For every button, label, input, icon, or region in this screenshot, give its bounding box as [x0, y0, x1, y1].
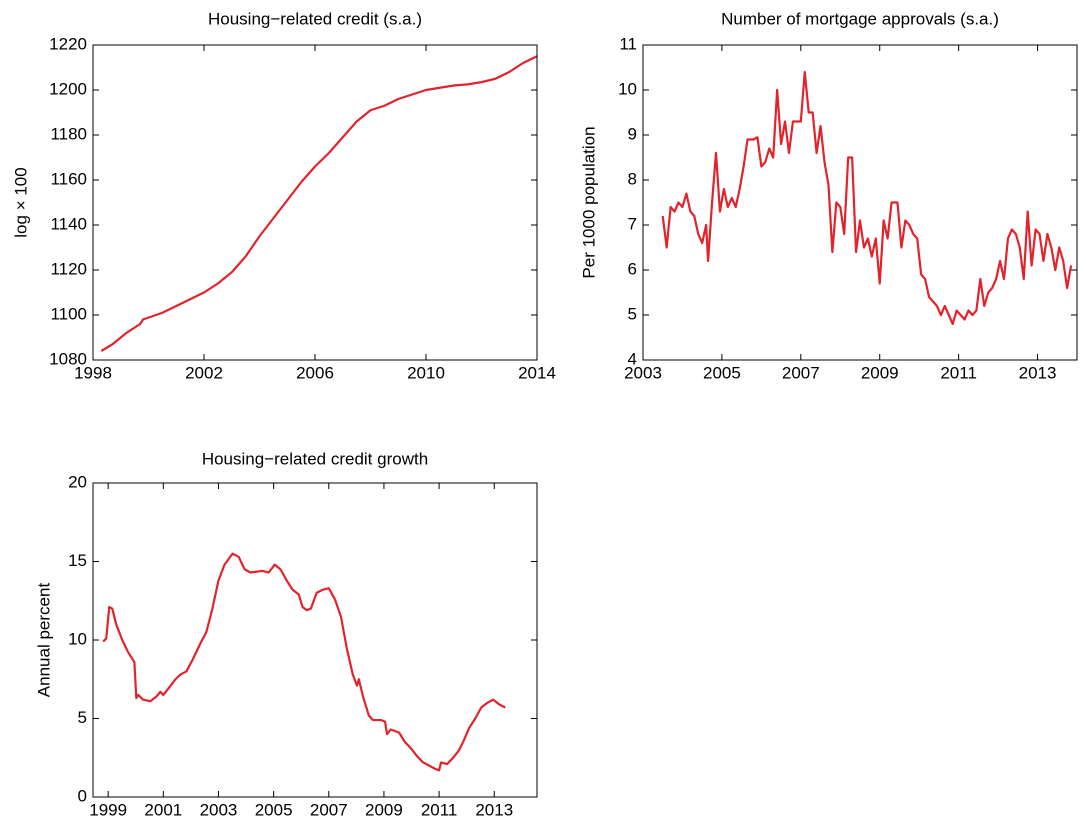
data-line [100, 55, 538, 352]
y-tick-label: 1220 [49, 34, 87, 53]
x-tick-label: 2003 [200, 800, 238, 819]
y-tick-label: 1160 [50, 169, 87, 188]
subplot: Housing−related credit growth Annual perc… [34, 449, 538, 819]
y-tick-label: 6 [628, 259, 637, 278]
data-line [102, 552, 506, 772]
subplot-title: Number of mortgage approvals (s.a.) [721, 9, 999, 28]
y-tick-label: 1100 [50, 304, 87, 323]
x-tick-label: 2013 [475, 800, 513, 819]
x-tick-label: 2011 [940, 363, 977, 382]
y-tick-label: 1140 [50, 214, 87, 233]
subplot-title: Housing−related credit growth [202, 449, 428, 468]
y-tick-label: 11 [619, 34, 637, 53]
x-tick-label: 2010 [407, 363, 445, 382]
x-tick-label: 2014 [518, 363, 556, 382]
x-tick-label: 2007 [310, 800, 348, 819]
x-tick-label: 2002 [185, 363, 223, 382]
x-tick-label: 2003 [624, 363, 662, 382]
axes-box [92, 44, 538, 361]
y-tick-label: 15 [68, 551, 87, 570]
y-tick-label: 7 [628, 214, 637, 233]
x-tick-label: 2005 [255, 800, 293, 819]
y-axis-label: Annual percent [34, 583, 53, 698]
subplot: Housing−related credit (s.a.) log × 100 10… [11, 9, 555, 382]
x-tick-label: 1998 [74, 363, 112, 382]
y-tick-label: 4 [628, 349, 637, 368]
y-tick-label: 0 [78, 786, 87, 805]
x-tick-label: 2009 [861, 363, 899, 382]
subplot-title: Housing−related credit (s.a.) [208, 9, 422, 28]
y-tick-label: 1200 [49, 79, 87, 98]
subplot: Number of mortgage approvals (s.a.) Per 1… [579, 9, 1078, 382]
x-tick-label: 2001 [144, 800, 182, 819]
y-axis-label: log × 100 [11, 167, 30, 237]
axes-box [642, 44, 1078, 361]
x-tick-label: 2013 [1019, 363, 1057, 382]
x-tick-label: 2009 [365, 800, 403, 819]
y-tick-label: 10 [68, 629, 87, 648]
y-tick-label: 5 [78, 708, 87, 727]
x-tick-label: 2005 [703, 363, 741, 382]
y-tick-label: 1080 [49, 349, 87, 368]
y-tick-label: 1120 [50, 259, 87, 278]
y-axis-label: Per 1000 population [579, 126, 598, 278]
x-tick-label: 2006 [296, 363, 334, 382]
data-line [661, 70, 1073, 326]
y-tick-label: 5 [628, 304, 637, 323]
x-tick-label: 1999 [89, 800, 127, 819]
x-tick-label: 2011 [421, 800, 458, 819]
y-tick-label: 1180 [50, 124, 87, 143]
y-tick-label: 20 [68, 472, 87, 491]
x-tick-label: 2007 [782, 363, 820, 382]
y-tick-label: 10 [618, 79, 637, 98]
y-tick-label: 8 [628, 169, 637, 188]
axes-box [92, 482, 538, 798]
y-tick-label: 9 [628, 124, 637, 143]
